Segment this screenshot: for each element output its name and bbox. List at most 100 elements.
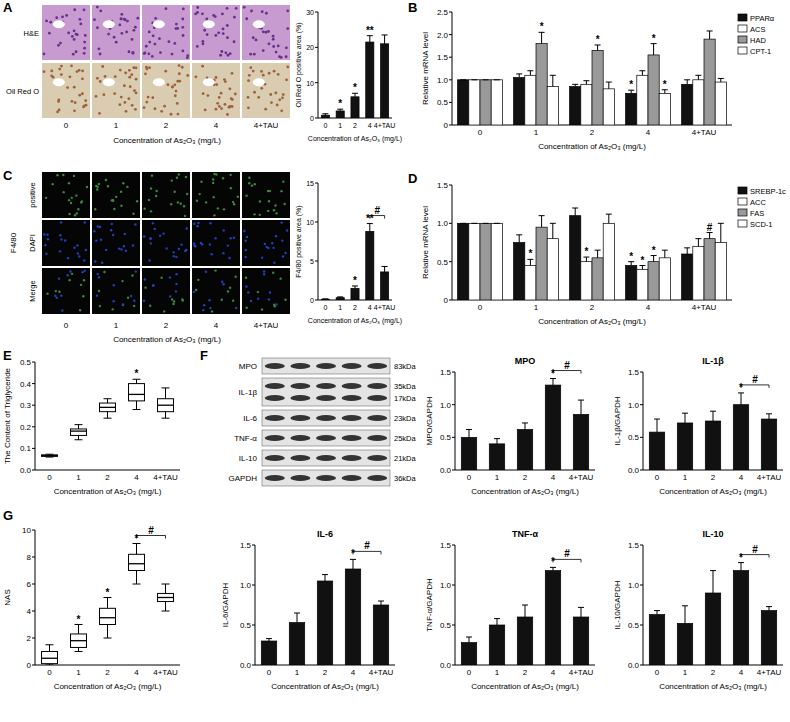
significance: # [148, 525, 154, 536]
kda-label: 83kDa [394, 362, 417, 371]
bar [489, 625, 504, 665]
vessel [203, 20, 215, 28]
texture [173, 83, 176, 86]
texture [226, 7, 229, 10]
texture [218, 105, 221, 108]
texture [133, 89, 136, 92]
texture [250, 10, 253, 13]
texture [57, 100, 60, 103]
legend-label: CPT-1 [750, 47, 771, 56]
texture [274, 305, 276, 307]
texture [45, 20, 48, 23]
texture [144, 52, 147, 55]
texture [132, 51, 135, 54]
texture [98, 276, 100, 278]
median [71, 640, 87, 641]
bar [715, 243, 726, 301]
bracket [741, 555, 769, 558]
texture [221, 13, 224, 16]
y-tick [32, 383, 35, 384]
texture [270, 101, 273, 104]
error-bar [710, 571, 716, 593]
texture [64, 239, 66, 241]
texture [279, 277, 281, 279]
error-bar [494, 439, 500, 444]
texture [122, 304, 124, 306]
texture [171, 179, 173, 181]
texture [143, 106, 146, 109]
texture [237, 196, 239, 198]
texture [265, 12, 268, 15]
texture [135, 66, 138, 69]
blot-band [367, 395, 387, 401]
texture [247, 106, 250, 109]
micrograph [92, 220, 140, 266]
error-bar [471, 223, 477, 224]
texture [213, 214, 215, 216]
texture [56, 174, 58, 176]
texture [160, 276, 162, 278]
significance: # [707, 222, 713, 233]
x-tick-label: 4+TAU [757, 473, 782, 482]
y-tick-label: 1.5 [628, 541, 640, 550]
texture [272, 38, 275, 41]
texture [110, 229, 112, 231]
texture [65, 14, 68, 17]
error-bar [322, 114, 328, 115]
texture [98, 290, 100, 292]
micrograph [192, 268, 240, 314]
y-tick [32, 665, 35, 666]
y-tick [315, 12, 318, 13]
median [71, 430, 87, 431]
bar [336, 298, 344, 300]
bar [648, 262, 659, 300]
texture [233, 237, 235, 239]
significance: # [374, 205, 380, 216]
texture [74, 101, 77, 104]
column-label: 2 [164, 121, 169, 130]
texture [231, 105, 234, 108]
texture [230, 97, 233, 100]
y-tick-label: 0.5 [440, 621, 452, 630]
texture [73, 109, 76, 112]
texture [177, 113, 180, 116]
blot-label: GAPDH [229, 474, 258, 483]
x-tick-label: 2 [353, 304, 357, 311]
texture [262, 30, 265, 33]
texture [226, 36, 229, 39]
micrograph [142, 268, 190, 314]
texture [268, 200, 270, 202]
texture [61, 15, 64, 18]
x-axis-title: Concentration of As₂O₃ (mg/L) [271, 682, 379, 691]
texture [148, 31, 151, 34]
texture [200, 181, 202, 183]
texture [261, 308, 263, 310]
x-tick-label: 4 [134, 668, 139, 677]
x-axis-title: Concentration of As₂O₃ (mg/L) [471, 682, 579, 691]
error-bar [322, 298, 328, 299]
x-tick-label: 0 [467, 668, 472, 677]
texture [134, 108, 137, 111]
texture [248, 182, 250, 184]
error-bar [707, 233, 713, 239]
texture [255, 39, 258, 42]
texture [68, 182, 70, 184]
row-label: H&E [24, 29, 39, 38]
texture [152, 284, 154, 286]
texture [177, 201, 179, 203]
significance: * [629, 251, 633, 262]
error-bar [294, 613, 300, 623]
texture [130, 73, 133, 76]
texture [197, 279, 199, 281]
micrograph [192, 5, 240, 60]
texture [247, 291, 249, 293]
texture [173, 42, 176, 45]
texture [163, 105, 166, 108]
texture [101, 261, 103, 263]
bar [581, 262, 592, 300]
texture [175, 290, 177, 292]
texture [267, 210, 269, 212]
texture [186, 227, 188, 229]
texture [146, 68, 149, 71]
y-tick-label: 0.5 [20, 358, 32, 367]
